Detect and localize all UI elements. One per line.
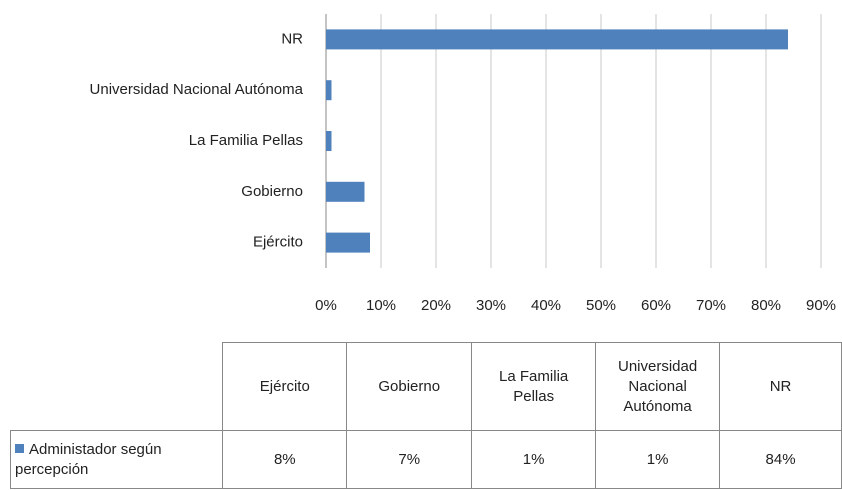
x-tick-label: 80% [751, 297, 781, 314]
corner-cell [10, 342, 224, 431]
table-header: Ejército [222, 342, 348, 431]
table-value: 7% [346, 430, 473, 489]
table-header: La Familia Pellas [471, 342, 597, 431]
x-tick-label: 60% [641, 297, 671, 314]
bar [326, 29, 788, 50]
table-header: Universidad Nacional Autónoma [595, 342, 721, 431]
y-tick-label: Ejército [253, 234, 303, 251]
y-tick-label: Universidad Nacional Autónoma [90, 81, 304, 98]
table-header: Gobierno [346, 342, 473, 431]
data-table: Ejército Gobierno La Familia Pellas Univers… [9, 342, 842, 489]
x-tick-label: 50% [586, 297, 616, 314]
legend-label: Administador según percepción [15, 440, 162, 478]
x-tick-label: 70% [696, 297, 726, 314]
y-tick-label: NR [281, 30, 303, 47]
x-tick-label: 90% [806, 297, 836, 314]
x-tick-label: 30% [476, 297, 506, 314]
table-value: 8% [222, 430, 348, 489]
x-tick-label: 0% [315, 297, 337, 314]
table-value: 1% [471, 430, 597, 489]
legend-swatch [15, 443, 24, 453]
y-tick-label: La Familia Pellas [189, 132, 303, 149]
x-tick-label: 20% [421, 297, 451, 314]
x-tick-label: 40% [531, 297, 561, 314]
table-header: NR [719, 342, 842, 431]
bar [326, 181, 365, 202]
bar [326, 232, 370, 253]
table-value: 84% [719, 430, 842, 489]
chart: 0% 10% 20% 30% 40% 50% 60% 70% 80% 90% Ejército Gob… [90, 14, 836, 314]
legend-cell: Administador según percepción [9, 430, 224, 489]
bar [326, 80, 332, 101]
y-tick-label: Gobierno [241, 183, 303, 200]
bar [326, 131, 332, 151]
value-row: Administador según percepción 8% 7% 1% 1% 84… [9, 430, 842, 489]
table-value: 1% [595, 430, 721, 489]
x-tick-label: 10% [366, 297, 396, 314]
header-row: Ejército Gobierno La Familia Pellas Univers… [10, 342, 842, 431]
